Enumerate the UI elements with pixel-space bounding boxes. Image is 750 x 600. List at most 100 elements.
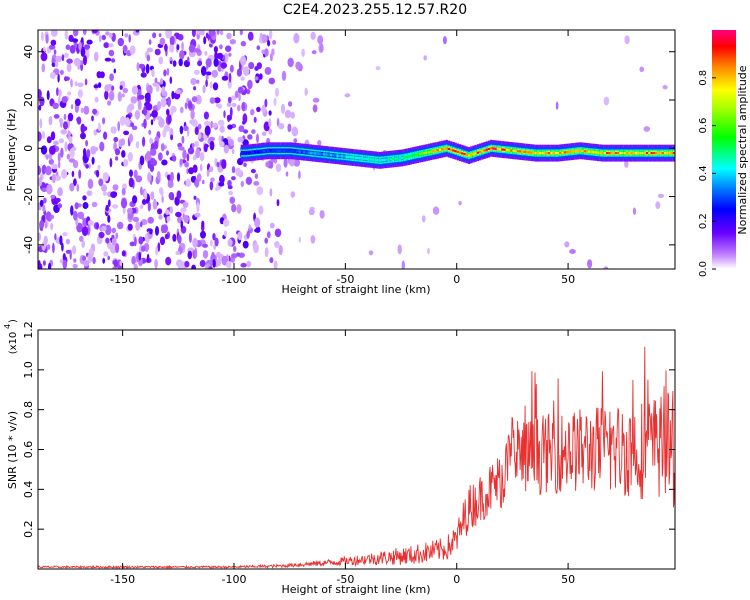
heatmap-ridge-cell bbox=[358, 157, 362, 160]
heatmap-noise-cell bbox=[199, 151, 205, 162]
heatmap-noise-cell bbox=[228, 72, 232, 83]
heatmap-ridge-cell bbox=[492, 147, 495, 150]
heatmap-ridge-cell bbox=[332, 154, 335, 157]
heatmap-noise-cell bbox=[308, 208, 315, 216]
heatmap-noise-cell bbox=[60, 129, 67, 135]
heatmap-noise-cell bbox=[41, 187, 47, 192]
colorbar-tick-label: 0.8 bbox=[698, 70, 709, 86]
heatmap-noise-cell bbox=[212, 259, 216, 268]
heatmap-noise-cell bbox=[181, 135, 185, 144]
heatmap-noise-cell bbox=[177, 234, 182, 244]
heatmap-ridge-cell bbox=[487, 147, 491, 151]
heatmap-ridge-cell bbox=[396, 157, 399, 160]
heatmap-ridge-cell bbox=[614, 152, 618, 155]
heatmap-noise-cell bbox=[53, 140, 59, 146]
heatmap-noise-cell bbox=[48, 158, 54, 165]
heatmap-noise-cell bbox=[401, 260, 405, 269]
heatmap-noise-cell bbox=[54, 233, 57, 241]
heatmap-noise-cell bbox=[427, 247, 430, 255]
heatmap-noise-cell bbox=[197, 123, 202, 130]
heatmap-noise-cell bbox=[110, 126, 117, 134]
heatmap-noise-cell bbox=[88, 162, 91, 169]
heatmap-noise-cell bbox=[114, 148, 121, 156]
heatmap-noise-cell bbox=[112, 184, 119, 191]
heatmap-noise-cell bbox=[137, 94, 145, 100]
heatmap-noise-cell bbox=[344, 93, 351, 98]
heatmap-noise-cell bbox=[62, 253, 66, 261]
heatmap-ridge-cell bbox=[283, 149, 286, 152]
heatmap-noise-cell bbox=[213, 57, 219, 67]
heatmap-noise-cell bbox=[109, 243, 117, 254]
heatmap-noise-cell bbox=[62, 232, 68, 237]
heatmap-noise-cell bbox=[240, 76, 245, 81]
heatmap-ridge-cell bbox=[316, 152, 319, 155]
heatmap-noise-cell bbox=[237, 231, 243, 241]
heatmap-noise-cell bbox=[65, 76, 70, 81]
heatmap-noise-cell bbox=[149, 137, 154, 145]
heatmap-noise-cell bbox=[112, 191, 118, 197]
heatmap-noise-cell bbox=[85, 140, 88, 147]
heatmap-ridge-cell bbox=[263, 150, 266, 153]
heatmap-noise-cell bbox=[76, 116, 82, 125]
heatmap-ridge-cell bbox=[485, 148, 489, 151]
heatmap-noise-cell bbox=[128, 34, 131, 43]
heatmap-noise-cell bbox=[188, 181, 191, 186]
heatmap-noise-cell bbox=[91, 115, 94, 122]
heatmap-noise-cell bbox=[80, 123, 86, 134]
heatmap-noise-cell bbox=[74, 81, 78, 87]
heatmap-noise-cell bbox=[117, 121, 120, 132]
heatmap-ridge-cell bbox=[260, 150, 264, 153]
heatmap-noise-cell bbox=[146, 54, 151, 62]
heatmap-noise-cell bbox=[176, 190, 182, 199]
heatmap-noise-cell bbox=[113, 68, 117, 74]
heatmap-noise-cell bbox=[84, 78, 88, 86]
heatmap-noise-cell bbox=[38, 89, 42, 99]
heatmap-noise-cell bbox=[256, 62, 262, 70]
heatmap-noise-cell bbox=[212, 82, 219, 91]
heatmap-noise-cell bbox=[304, 87, 308, 96]
heatmap-noise-cell bbox=[169, 195, 175, 201]
heatmap-ridge-cell bbox=[423, 152, 426, 155]
heatmap-noise-cell bbox=[211, 251, 215, 259]
heatmap-ridge-cell bbox=[303, 151, 306, 154]
heatmap-noise-cell bbox=[76, 222, 83, 233]
heatmap-noise-cell bbox=[145, 103, 153, 111]
heatmap-noise-cell bbox=[170, 110, 174, 116]
snr-y-tick-label: 1.2 bbox=[22, 321, 35, 339]
heatmap-noise-cell bbox=[196, 202, 200, 213]
heatmap-noise-cell bbox=[146, 253, 150, 263]
heatmap-noise-cell bbox=[261, 104, 266, 114]
heatmap-noise-cell bbox=[172, 60, 177, 67]
heatmap-noise-cell bbox=[44, 222, 48, 229]
heatmap-noise-cell bbox=[107, 199, 111, 207]
heatmap-ridge-cell bbox=[532, 151, 535, 154]
heatmap-noise-cell bbox=[205, 58, 212, 68]
heatmap-noise-cell bbox=[228, 190, 234, 196]
heatmap-noise-cell bbox=[285, 171, 289, 177]
heatmap-noise-cell bbox=[145, 63, 150, 74]
heatmap-ridge-cell bbox=[269, 149, 272, 152]
heatmap-ridge-cell bbox=[296, 150, 299, 153]
heatmap-ridge-cell bbox=[481, 150, 484, 153]
heatmap-noise-cell bbox=[223, 218, 230, 227]
heatmap-noise-cell bbox=[111, 237, 117, 246]
heatmap-ridge-cell bbox=[436, 149, 440, 152]
heatmap-ridge-cell bbox=[385, 158, 388, 161]
heatmap-ridge-cell bbox=[343, 155, 346, 158]
heatmap-noise-cell bbox=[70, 104, 74, 110]
heatmap-ridge-cell bbox=[583, 150, 587, 153]
heatmap-ridge-cell bbox=[572, 150, 575, 153]
heatmap-noise-cell bbox=[45, 34, 49, 44]
heatmap-noise-cell bbox=[205, 74, 209, 80]
heatmap-noise-cell bbox=[96, 169, 100, 178]
heatmap-noise-cell bbox=[275, 87, 279, 98]
heatmap-noise-cell bbox=[269, 188, 273, 197]
heatmap-ridge-cell bbox=[349, 156, 353, 159]
heatmap-noise-cell bbox=[188, 103, 193, 109]
snr-plot-area bbox=[38, 330, 675, 569]
heatmap-noise-cell bbox=[111, 85, 115, 91]
snr-y-multiplier-base: (x10 bbox=[8, 332, 19, 355]
heatmap-noise-cell bbox=[83, 105, 90, 115]
heatmap-noise-cell bbox=[187, 147, 195, 155]
